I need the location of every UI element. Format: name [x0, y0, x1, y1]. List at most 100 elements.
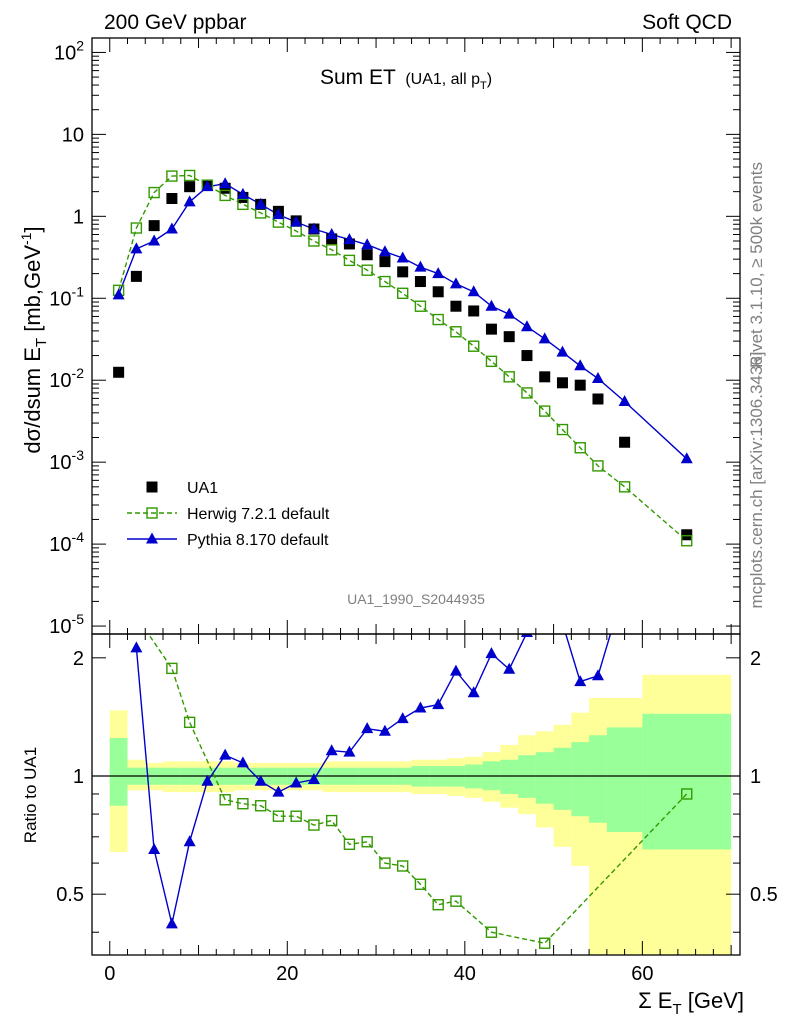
herwig-point — [450, 326, 462, 338]
legend-label: Herwig 7.2.1 default — [187, 506, 330, 523]
data-point — [130, 270, 142, 282]
herwig-point — [343, 254, 356, 267]
herwig-point — [379, 275, 391, 288]
ratio-frame — [91, 633, 741, 956]
data-point — [592, 393, 604, 405]
herwig-ratio-point — [343, 838, 356, 850]
legend-label: UA1 — [187, 480, 218, 497]
y-tick-label: 10-5 — [49, 611, 84, 638]
pythia-point — [112, 288, 125, 300]
data-point — [219, 182, 231, 194]
legend-pythia-marker — [146, 532, 158, 544]
x-tick-label: 40 — [454, 963, 476, 985]
pythia-ratio-point — [219, 748, 232, 760]
legend: UA1 Herwig 7.2.1 default Pythia 8.170 defa… — [127, 480, 330, 549]
pythia-ratio-point — [290, 776, 303, 788]
pythia-ratio-point — [325, 744, 338, 756]
y-tick-label: 10-4 — [49, 529, 84, 556]
pythia-ratio-point — [556, 617, 568, 628]
main-ylabel: dσ/dsum ET [mb,GeV-1] — [18, 226, 50, 453]
pythia-point — [219, 177, 232, 189]
pythia-point — [485, 299, 498, 311]
herwig-point — [166, 170, 178, 182]
ratio-y-tick-label: 0.5 — [56, 884, 84, 906]
herwig-ratio-point — [219, 794, 231, 806]
herwig-point — [467, 340, 480, 352]
herwig-point — [556, 423, 569, 436]
herwig-point — [485, 355, 498, 368]
pythia-point — [520, 320, 533, 332]
data-point — [414, 276, 426, 288]
pythia-ratio-point — [574, 675, 587, 687]
herwig-point — [130, 222, 143, 234]
pythia-point — [148, 234, 161, 246]
pythia-point — [130, 242, 143, 254]
data-point — [503, 331, 515, 343]
data-point — [148, 220, 160, 232]
pythia-ratio-point — [396, 712, 409, 724]
pythia-point — [343, 233, 356, 245]
data-point — [681, 529, 693, 541]
band-inner — [642, 713, 732, 850]
data-point — [432, 286, 444, 298]
data-point — [184, 181, 196, 193]
pythia-point — [556, 345, 569, 357]
pythia-ratio-line — [135, 634, 612, 925]
data-point — [521, 350, 533, 362]
pythia-ratio-point — [610, 610, 622, 621]
pythia-ratio-point — [236, 756, 249, 768]
herwig-ratio-point — [237, 798, 249, 810]
pythia-line — [117, 182, 688, 460]
pythia-ratio-point — [183, 835, 196, 847]
herwig-point — [521, 387, 533, 399]
herwig-point — [325, 244, 338, 256]
pythia-point — [236, 187, 249, 199]
y-tick-label: 10 — [62, 124, 84, 146]
ratio-y-tick-label-right: 0.5 — [750, 884, 778, 906]
analysis-id: UA1_1990_S2044935 — [347, 591, 485, 607]
pythia-ratio-point — [432, 698, 445, 710]
herwig-point — [592, 460, 604, 472]
herwig-ratio-point — [432, 899, 444, 911]
herwig-ratio-point — [325, 814, 338, 827]
pythia-point — [272, 208, 285, 220]
y-tick-label: 1 — [73, 206, 84, 228]
herwig-ratio-point — [166, 662, 178, 675]
pythia-point — [254, 197, 267, 209]
pythia-ratio-point — [449, 664, 462, 676]
herwig-point — [432, 313, 444, 326]
herwig-point — [361, 264, 373, 276]
herwig-point — [539, 405, 551, 417]
pythia-point — [165, 222, 178, 234]
pythia-point — [361, 238, 374, 250]
herwig-point — [183, 169, 196, 182]
y-tick-label: 102 — [54, 37, 84, 64]
herwig-ratio-point — [254, 800, 267, 812]
band-inner — [589, 735, 607, 823]
herwig-point — [574, 442, 586, 454]
axis-tick-labels: 0 20 40 60 10-5 10-4 10-3 10-2 10-1 1 10 102 0.5 0.5 1… — [49, 37, 778, 985]
header-right: Soft QCD — [642, 11, 732, 34]
herwig-ratio-point — [681, 788, 693, 800]
chart-title: Sum ET (UA1, all pT) — [320, 66, 492, 92]
data-point — [379, 256, 391, 268]
pythia-point — [307, 222, 320, 234]
ratio-y-tick-label: 1 — [73, 766, 84, 788]
herwig-ratio-line — [147, 634, 688, 944]
herwig-point — [396, 287, 409, 299]
pythia-point — [432, 267, 445, 279]
pythia-point — [574, 359, 587, 371]
band-inner — [606, 727, 643, 833]
herwig-point — [681, 535, 693, 547]
data-point — [539, 371, 551, 383]
pythia-point — [183, 195, 196, 207]
herwig-ratio-point — [396, 860, 409, 872]
data-point — [361, 249, 373, 261]
pythia-point — [396, 251, 409, 263]
pythia-point — [378, 245, 391, 257]
band-inner — [535, 752, 554, 804]
herwig-point — [414, 300, 427, 312]
pythia-point — [538, 332, 551, 344]
data-point — [485, 323, 497, 335]
